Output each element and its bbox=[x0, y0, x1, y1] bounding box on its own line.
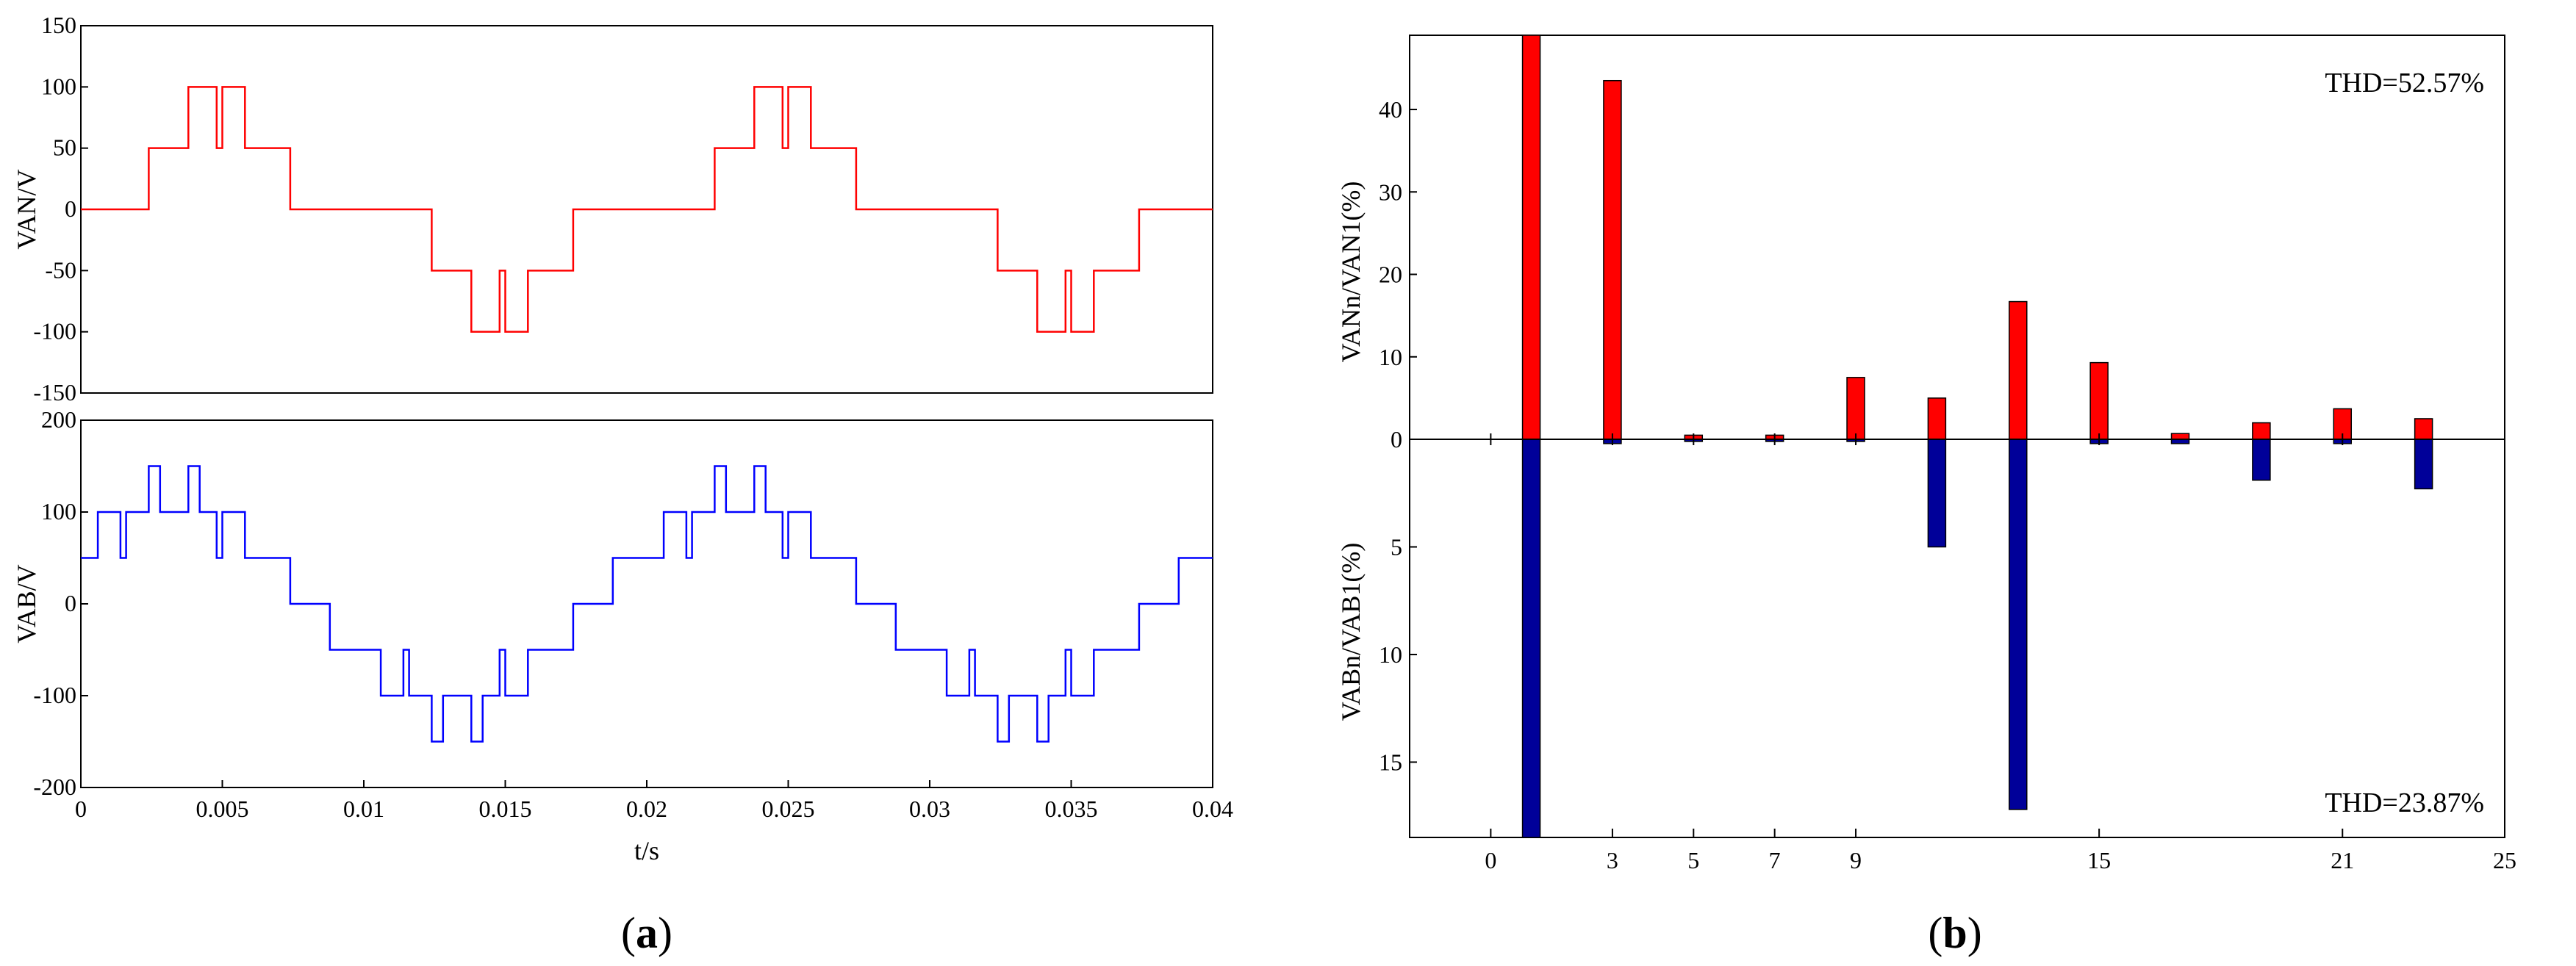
x-tick-label: 0.04 bbox=[1192, 796, 1233, 822]
van-harmonic-bar bbox=[2252, 422, 2271, 440]
harmonic-x-tick-label: 9 bbox=[1850, 847, 1862, 873]
vab-y-ticks: 200 100 0 -100 -200 bbox=[33, 406, 88, 800]
van-y-tick-label: 0 bbox=[1391, 426, 1402, 453]
harmonic-x-tick-label: 3 bbox=[1607, 847, 1618, 873]
vab-harmonic-bar bbox=[2252, 439, 2271, 481]
x-tick-label: 0.015 bbox=[479, 796, 532, 822]
harmonic-bars bbox=[1521, 35, 2433, 838]
y-tick-label: 50 bbox=[53, 134, 76, 161]
x-tick-label: 0.035 bbox=[1045, 796, 1098, 822]
van-harmonic-bar bbox=[2089, 361, 2109, 440]
van-y-tick-label: 40 bbox=[1379, 96, 1402, 123]
van-y-tick-label: 20 bbox=[1379, 262, 1402, 288]
harmonic-x-tick-label: 25 bbox=[2493, 847, 2516, 873]
y-tick-label: -150 bbox=[33, 379, 76, 405]
spectrum-ticks: 0 10 20 30 40 5 10 15 0 3 5 7 9 15 21 25 bbox=[1379, 96, 2516, 873]
vab-y-tick-label: 15 bbox=[1379, 749, 1402, 775]
vab-harmonic-bar bbox=[2414, 439, 2433, 490]
y-tick-label: 200 bbox=[41, 406, 76, 433]
time-x-ticks: 0 0.005 0.01 0.015 0.02 0.025 0.03 0.035 0.04 bbox=[75, 780, 1233, 822]
harmonic-x-tick-label: 5 bbox=[1687, 847, 1699, 873]
y-tick-label: 100 bbox=[41, 73, 76, 99]
y-tick-label: 0 bbox=[65, 195, 76, 222]
harmonic-x-tick-label: 21 bbox=[2331, 847, 2354, 873]
vab-harmonic-bar bbox=[1927, 439, 1947, 548]
x-tick-label: 0.01 bbox=[343, 796, 384, 822]
van-y-tick-label: 30 bbox=[1379, 179, 1402, 205]
vab-y-axis-label: VAB/V bbox=[12, 564, 41, 643]
harmonic-x-tick-label: 15 bbox=[2087, 847, 2111, 873]
vab-plot-frame bbox=[80, 419, 1213, 788]
van-harmonic-bar bbox=[2170, 433, 2190, 440]
y-tick-label: -100 bbox=[33, 682, 76, 708]
y-tick-label: -100 bbox=[33, 318, 76, 345]
van-harmonic-bar bbox=[2009, 300, 2028, 440]
van-y-tick-label: 10 bbox=[1379, 344, 1402, 370]
y-tick-label: -200 bbox=[33, 774, 76, 800]
y-tick-label: 0 bbox=[65, 590, 76, 616]
van-series-line bbox=[81, 86, 1213, 333]
panel-a-letter: a bbox=[636, 909, 658, 957]
panel-a-label: (a) bbox=[621, 909, 672, 957]
x-tick-label: 0.005 bbox=[196, 796, 249, 822]
van-waveform-plot: 150 100 50 0 -50 -100 -150 VAN/V bbox=[12, 12, 1213, 405]
panel-b-label: (b) bbox=[1928, 909, 1981, 957]
van-harmonic-bar bbox=[1846, 377, 1865, 440]
y-tick-label: -50 bbox=[45, 256, 76, 283]
van-harmonic-bar bbox=[1927, 397, 1947, 440]
x-tick-label: 0.025 bbox=[762, 796, 815, 822]
van-harmonic-bar bbox=[1603, 79, 1622, 440]
vab-waveform-plot: 200 100 0 -100 -200 0 0.005 0.01 0.015 0.02 0.025… bbox=[12, 406, 1233, 865]
van-thd-label: THD=52.57% bbox=[2325, 68, 2484, 98]
harmonic-spectrum-plot: 0 10 20 30 40 5 10 15 0 3 5 7 9 15 21 25 VANn/VAN1(%) V… bbox=[1336, 35, 2516, 873]
vab-y-tick-label: 10 bbox=[1379, 641, 1402, 668]
van-y-axis-label: VAN/V bbox=[12, 169, 41, 249]
harmonic-x-tick-label: 0 bbox=[1485, 847, 1496, 873]
van-harmonic-y-label: VANn/VAN1(%) bbox=[1336, 181, 1366, 363]
vab-harmonic-bar bbox=[2009, 439, 2028, 810]
harmonic-x-tick-label: 7 bbox=[1769, 847, 1781, 873]
vab-harmonic-bar bbox=[1521, 439, 1541, 838]
x-tick-label: 0.02 bbox=[626, 796, 667, 822]
panel-b-letter: b bbox=[1942, 909, 1967, 957]
vab-series-line bbox=[81, 465, 1213, 743]
van-harmonic-bar bbox=[2414, 418, 2433, 440]
x-tick-label: 0 bbox=[75, 796, 87, 822]
vab-thd-label: THD=23.87% bbox=[2325, 787, 2484, 818]
x-tick-label: 0.03 bbox=[909, 796, 950, 822]
vab-y-tick-label: 5 bbox=[1391, 533, 1402, 560]
y-tick-label: 100 bbox=[41, 498, 76, 525]
vab-harmonic-y-label: VABn/VAB1(%) bbox=[1336, 543, 1366, 721]
y-tick-label: 150 bbox=[41, 12, 76, 38]
van-harmonic-bar bbox=[1521, 35, 1541, 440]
van-y-ticks: 150 100 50 0 -50 -100 -150 bbox=[33, 12, 88, 405]
time-x-axis-label: t/s bbox=[634, 836, 659, 865]
